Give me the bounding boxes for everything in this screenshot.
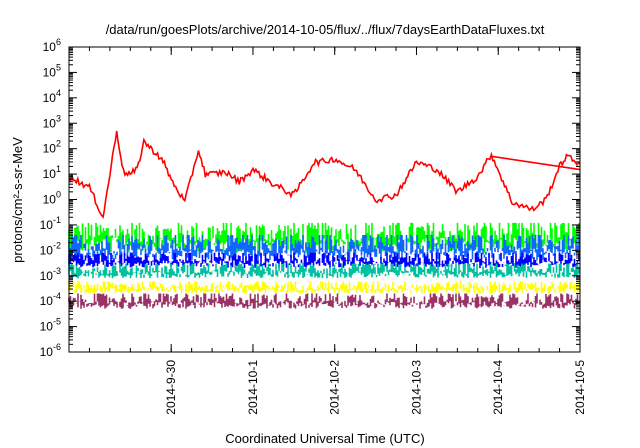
proton-flux-line bbox=[491, 155, 581, 171]
y-tick-label: 106 bbox=[43, 37, 61, 54]
x-tick-label: 2014-10-1 bbox=[246, 360, 260, 415]
x-tick-label: 2014-10-5 bbox=[573, 360, 587, 415]
plot-frame bbox=[68, 46, 581, 353]
y-tick-label: 10-4 bbox=[40, 291, 61, 308]
proton-flux-line bbox=[68, 130, 581, 219]
y-tick-label: 10-2 bbox=[40, 240, 61, 257]
chart-title: /data/run/goesPlots/archive/2014-10-05/f… bbox=[106, 22, 545, 37]
y-tick-label: 10-6 bbox=[40, 342, 61, 359]
x-tick-label: 2014-10-4 bbox=[491, 360, 505, 415]
flux-band-series bbox=[68, 281, 580, 294]
y-tick-label: 104 bbox=[43, 88, 61, 105]
y-tick-label: 101 bbox=[43, 164, 61, 181]
y-axis: 10-6 10-5 10-4 10-3 10-2 10-1 100 101 102 103 104 1… bbox=[40, 37, 580, 359]
x-axis: 2014-9-30 2014-10-1 2014-10-2 2014-10-3 2014… bbox=[68, 47, 587, 415]
y-tick-label: 10-1 bbox=[40, 215, 61, 232]
y-tick-label: 10-3 bbox=[40, 266, 61, 283]
y-tick-label: 100 bbox=[43, 190, 61, 207]
y-axis-label: protons/cm²-s-sr-MeV bbox=[10, 137, 25, 263]
x-tick-label: 2014-9-30 bbox=[164, 360, 178, 415]
y-tick-label: 102 bbox=[43, 139, 61, 156]
flux-band-series bbox=[68, 293, 580, 309]
series-layer bbox=[68, 130, 581, 309]
y-tick-label: 103 bbox=[43, 113, 61, 130]
x-tick-label: 2014-10-3 bbox=[409, 360, 423, 415]
y-tick-label: 10-5 bbox=[40, 317, 61, 334]
x-tick-label: 2014-10-2 bbox=[328, 360, 342, 415]
x-axis-label: Coordinated Universal Time (UTC) bbox=[225, 431, 424, 446]
y-tick-label: 105 bbox=[43, 62, 61, 79]
